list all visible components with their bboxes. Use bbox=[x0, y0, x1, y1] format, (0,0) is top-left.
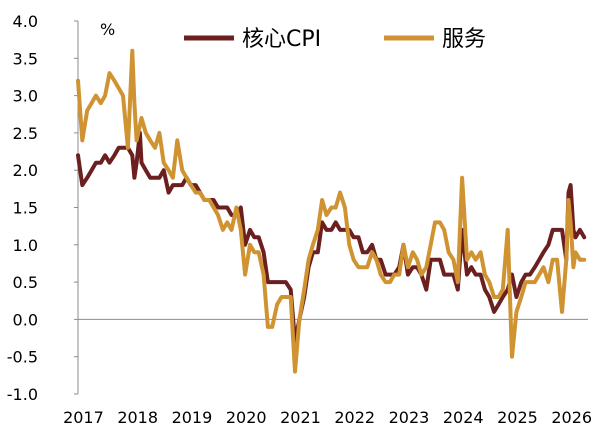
y-tick-label: 2.0 bbox=[13, 161, 38, 180]
legend-item-services: 服务 bbox=[384, 27, 486, 52]
x-axis-ticks: 2017 2018 2019 2020 2021 2022 2023 2024 2025 2026 bbox=[63, 408, 592, 427]
x-tick-label: 2020 bbox=[226, 408, 267, 427]
legend-label-services: 服务 bbox=[442, 27, 486, 52]
x-tick-label: 2018 bbox=[117, 408, 158, 427]
x-tick-label: 2025 bbox=[497, 408, 538, 427]
y-tick-label: 2.5 bbox=[13, 124, 38, 143]
x-tick-label: 2026 bbox=[551, 408, 592, 427]
legend-item-core-cpi: 核心CPI bbox=[184, 27, 321, 52]
x-tick-label: 2023 bbox=[389, 408, 430, 427]
y-tick-label: 3.5 bbox=[13, 49, 38, 68]
legend: 核心CPI 服务 bbox=[184, 27, 486, 52]
series-line-core-cpi bbox=[76, 130, 587, 344]
x-tick-label: 2024 bbox=[443, 408, 484, 427]
x-tick-label: 2019 bbox=[172, 408, 213, 427]
legend-label-core-cpi: 核心CPI bbox=[242, 27, 321, 52]
y-unit-label: % bbox=[100, 20, 115, 39]
y-axis-ticks: -1.0 -0.5 0.0 0.5 1.0 1.5 2.0 2.5 3.0 3.5 4.0 bbox=[7, 12, 78, 404]
y-tick-label: 0.5 bbox=[13, 273, 38, 292]
y-tick-label: -0.5 bbox=[7, 348, 38, 367]
y-tick-label: 3.0 bbox=[13, 87, 38, 106]
y-tick-label: 1.5 bbox=[13, 199, 38, 218]
x-tick-label: 2022 bbox=[334, 408, 375, 427]
y-tick-label: 0.0 bbox=[13, 310, 38, 329]
x-tick-label: 2017 bbox=[63, 408, 104, 427]
y-tick-label: 4.0 bbox=[13, 12, 38, 31]
x-tick-label: 2021 bbox=[280, 408, 321, 427]
y-tick-label: -1.0 bbox=[7, 385, 38, 404]
series-layer bbox=[76, 48, 587, 374]
series-line-services bbox=[76, 48, 587, 374]
y-tick-label: 1.0 bbox=[13, 236, 38, 255]
